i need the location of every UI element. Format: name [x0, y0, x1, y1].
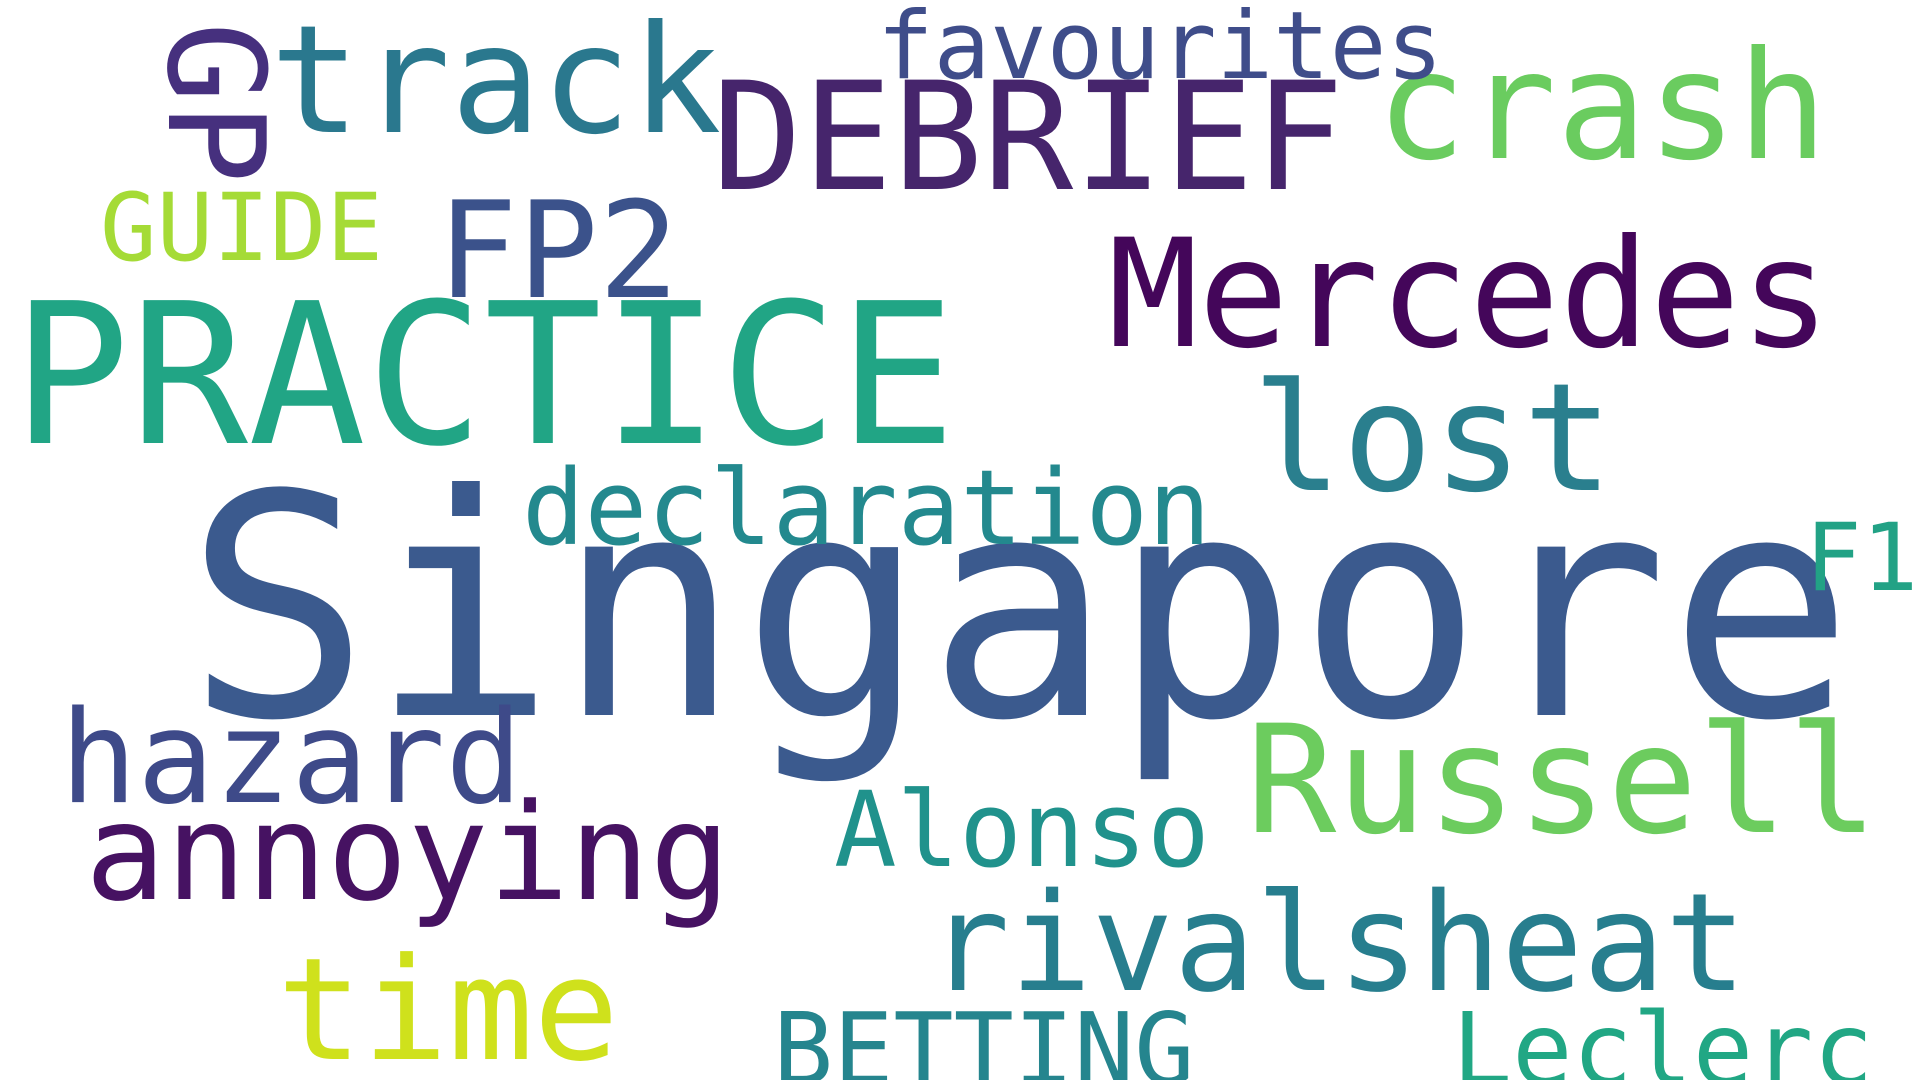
word-leclerc: Leclerc — [1452, 991, 1874, 1080]
word-rivalsheat: rivalsheat — [928, 865, 1747, 1023]
word-crash: crash — [1376, 20, 1828, 194]
word-debrief: DEBRIEF — [712, 51, 1345, 225]
word-favourites: favourites — [877, 0, 1443, 101]
word-track: track — [270, 0, 722, 168]
word-gp: GP — [137, 22, 293, 184]
word-mercedes: Mercedes — [1108, 208, 1831, 382]
word-annoying: annoying — [85, 775, 731, 931]
word-alonso: Alonso — [834, 769, 1210, 891]
word-lost: lost — [1252, 352, 1614, 526]
word-fp2: FP2 — [437, 173, 680, 329]
word-russell: Russell — [1246, 694, 1879, 868]
word-practice: PRACTICE — [12, 262, 957, 490]
word-guide: GUIDE — [100, 174, 383, 283]
word-time: time — [277, 928, 619, 1080]
word-hazard: hazard — [60, 684, 523, 833]
word-betting: BETTING — [773, 991, 1195, 1080]
word-declaration: declaration — [522, 447, 1211, 569]
word-f1: F1 — [1805, 504, 1919, 613]
word-singapore: Singapore — [185, 429, 1854, 788]
